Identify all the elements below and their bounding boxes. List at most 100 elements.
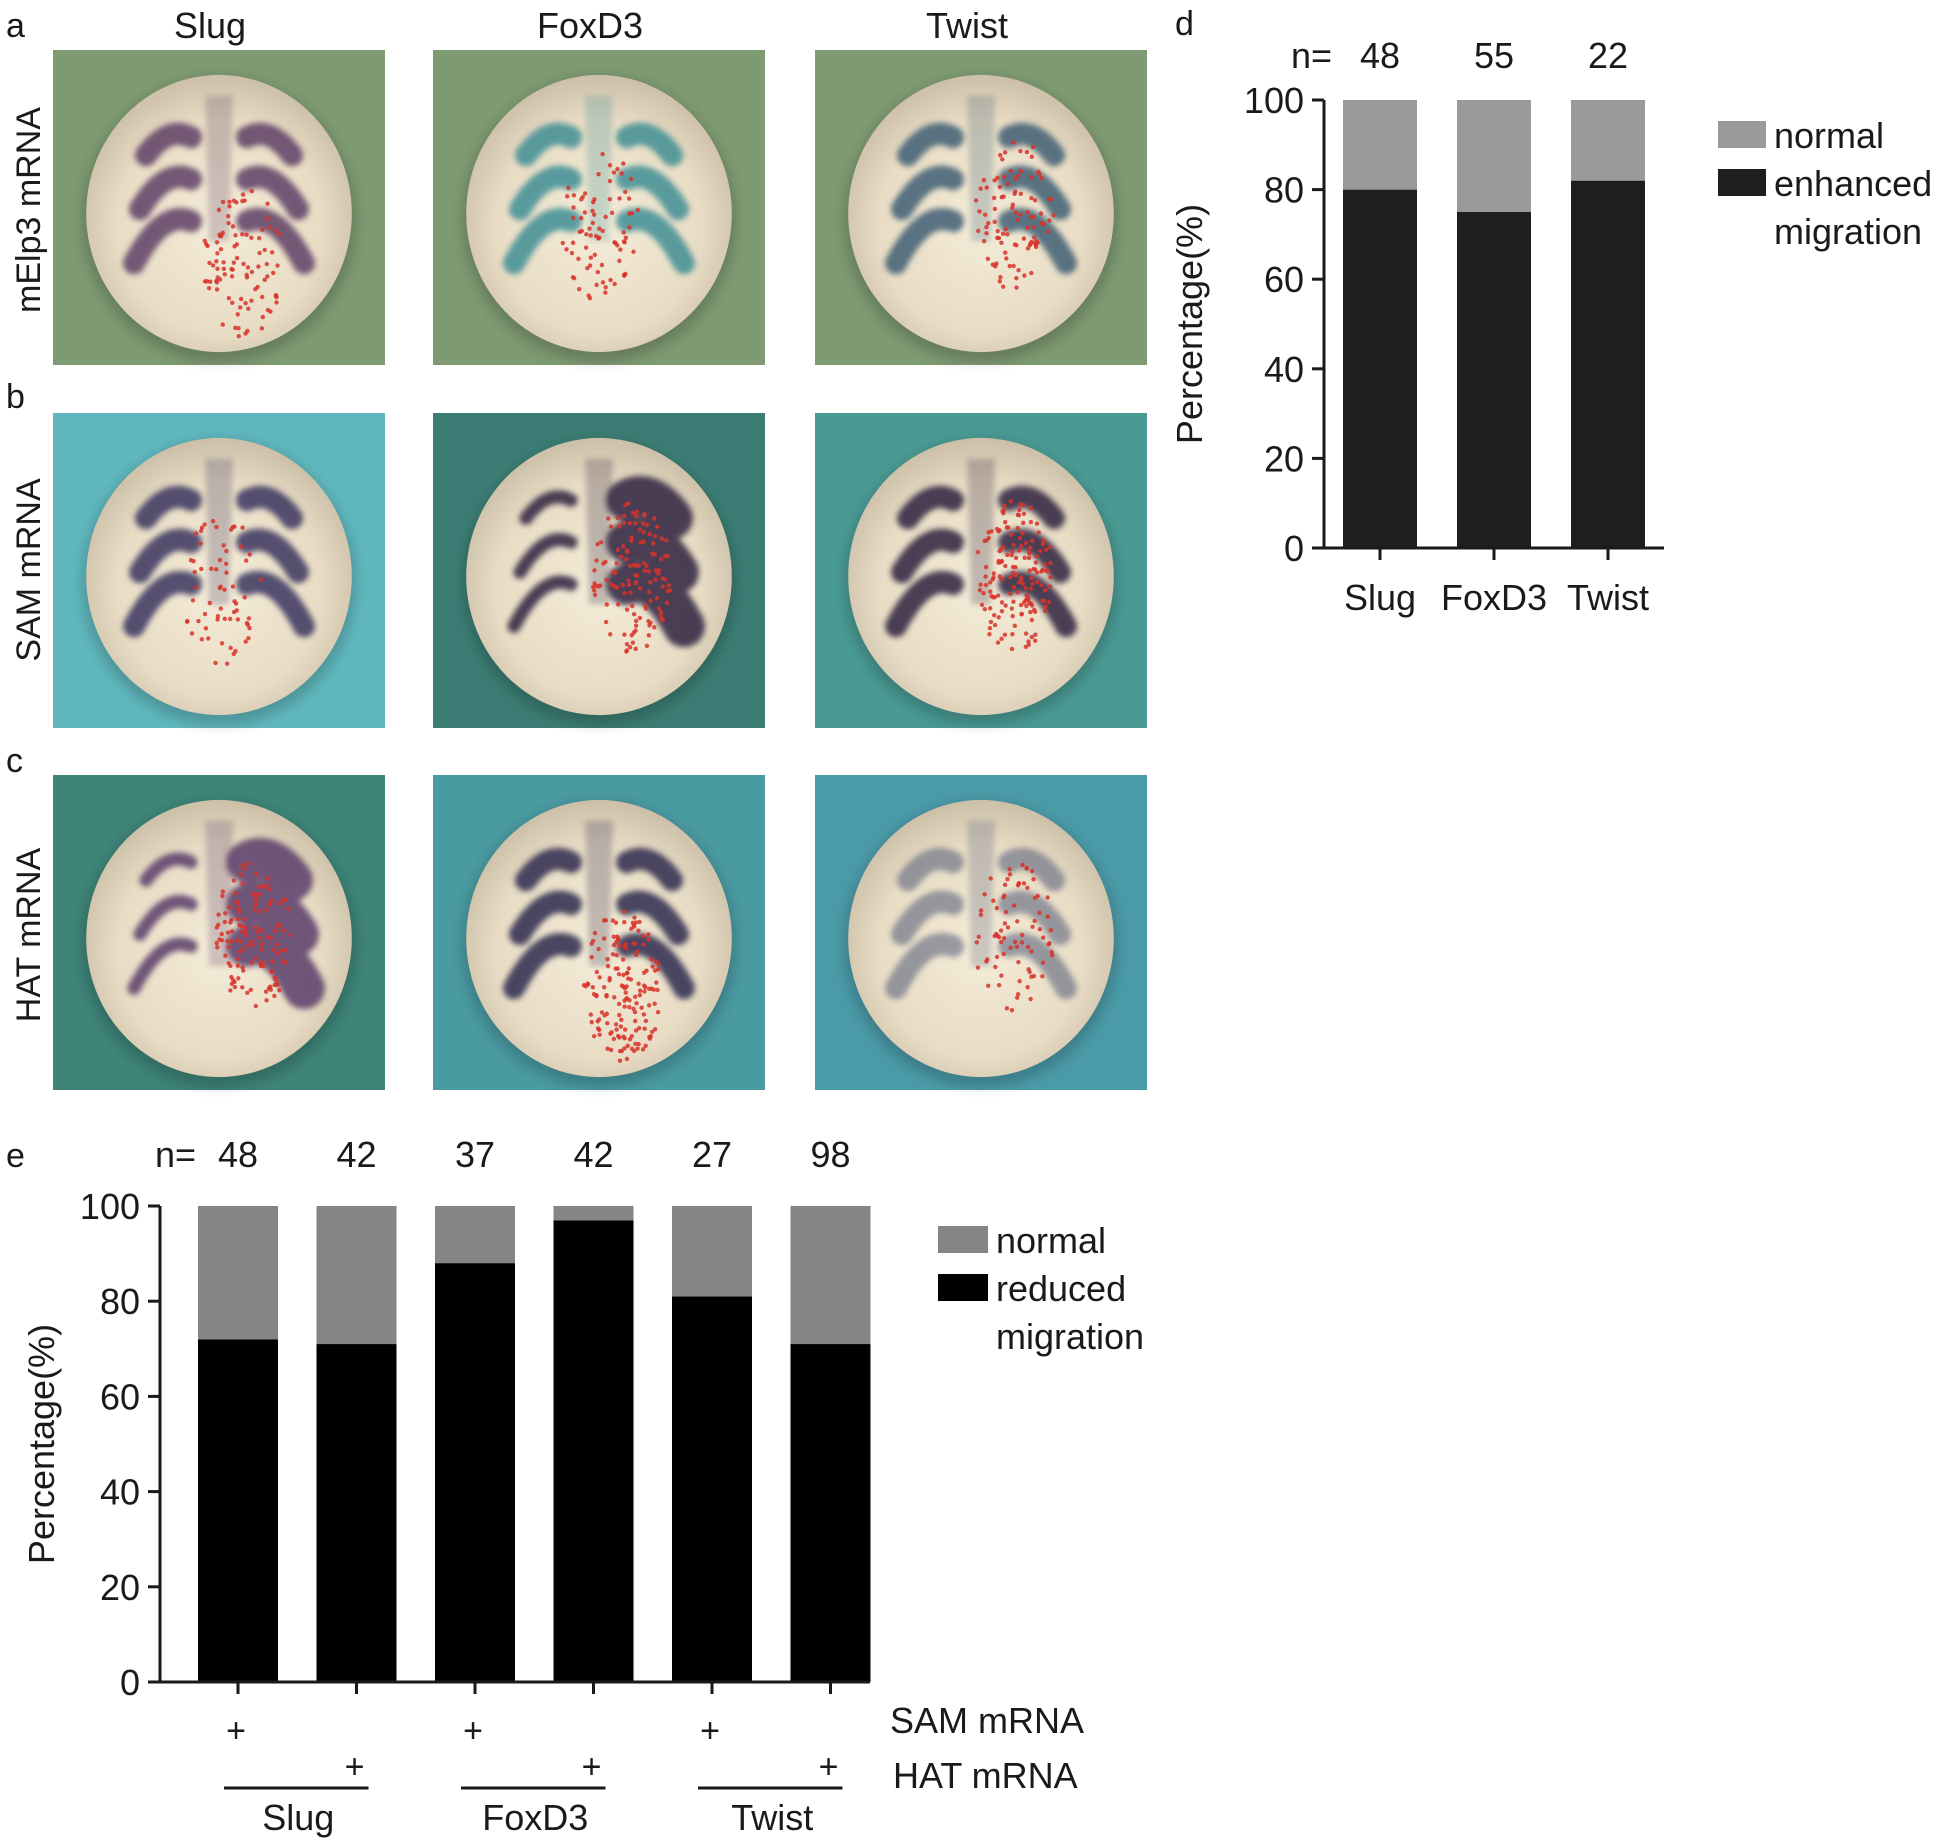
hat-plus-mark: +	[345, 1748, 365, 1786]
neural-tube	[967, 820, 995, 967]
panel-letter-b: b	[6, 378, 25, 416]
x-category-label: Slug	[1344, 577, 1416, 618]
n-value: 37	[455, 1134, 495, 1175]
hat-plus-mark: +	[819, 1748, 839, 1786]
legend-swatch	[938, 1226, 988, 1253]
n-value: 42	[573, 1134, 613, 1175]
row-label-sam-mrna: SAM mRNA	[890, 1700, 1084, 1741]
y-tick-label: 80	[100, 1281, 140, 1322]
y-axis-label: Percentage(%)	[21, 1324, 62, 1564]
bar-segment-enhanced-migration	[1571, 180, 1645, 548]
bar-segment-normal	[435, 1206, 515, 1264]
embryo-photo	[53, 775, 385, 1090]
y-tick-label: 0	[1284, 528, 1304, 569]
x-category-label: FoxD3	[1441, 577, 1547, 618]
legend-label: reduced	[996, 1268, 1126, 1309]
bar-segment-enhanced-migration	[1457, 212, 1531, 548]
bar-segment-reduced-migration	[672, 1296, 752, 1682]
bar-segment-normal	[1343, 100, 1417, 190]
neural-tube	[585, 820, 613, 967]
neural-crest-stain	[502, 122, 696, 275]
neural-tube	[585, 458, 613, 605]
bar-segment-reduced-migration	[553, 1220, 634, 1682]
group-label: FoxD3	[482, 1797, 588, 1838]
neural-crest-stain	[884, 847, 1078, 1000]
bar-segment-normal	[790, 1206, 871, 1345]
panel-letter-c: c	[6, 742, 23, 780]
n-value: 27	[692, 1134, 732, 1175]
chart-d-bars	[1343, 100, 1645, 548]
chart-d-labels: 48 55 22 n= 0 20 40 60 80 100 Percentage(%) Slug Fox…	[1169, 35, 1649, 618]
chart-e-legend: normal reduced migration	[938, 1220, 1144, 1357]
bar-segment-reduced-migration	[435, 1263, 515, 1682]
panel-letter-d: d	[1175, 5, 1194, 43]
legend-label: migration	[1774, 211, 1922, 252]
legend-label: migration	[996, 1316, 1144, 1357]
tracer-dots	[581, 909, 661, 1063]
chart-e-labels: 48 42 37 42 27 98 n= 0 20 40 60 80 100 Percentage(%)	[21, 1134, 851, 1703]
n-prefix: n=	[155, 1134, 196, 1175]
sam-plus-mark: +	[700, 1712, 720, 1750]
y-axis-label: Percentage(%)	[1169, 204, 1210, 444]
neural-tube	[205, 458, 233, 605]
row-label-hat-mrna: HAT mRNA	[893, 1755, 1078, 1796]
bar-segment-enhanced-migration	[1343, 189, 1417, 548]
y-tick-label: 0	[120, 1662, 140, 1703]
bar-segment-normal	[1457, 100, 1531, 212]
hat-plus-mark: +	[582, 1748, 602, 1786]
tracer-dots	[214, 861, 293, 1009]
column-header-twist: Twist	[926, 5, 1008, 46]
y-tick-label: 20	[1264, 438, 1304, 479]
legend-swatch	[1718, 169, 1766, 196]
legend-swatch	[938, 1274, 988, 1301]
bar-segment-normal	[1571, 100, 1645, 181]
chart-e-axes	[148, 1204, 870, 1694]
y-tick-label: 100	[1244, 80, 1304, 121]
tracer-dots	[560, 151, 640, 301]
tracer-dots	[184, 518, 263, 666]
n-value: 42	[336, 1134, 376, 1175]
bar-segment-reduced-migration	[316, 1344, 397, 1682]
embryo-photo	[433, 50, 765, 365]
chart-e-bars	[198, 1206, 871, 1682]
chart-e-treatment-table: + + + + + + SAM mRNA HAT mRNA Slug FoxD3 Twist	[224, 1700, 1084, 1838]
n-value: 98	[810, 1134, 850, 1175]
neural-tube	[967, 95, 995, 242]
chart-d-legend: normal enhanced migration	[1718, 115, 1932, 252]
row-label-hat-mrna: HAT mRNA	[10, 847, 48, 1022]
n-value: 48	[1360, 35, 1400, 76]
neural-tube	[205, 95, 233, 242]
tracer-dots	[590, 501, 673, 654]
group-label: Slug	[262, 1797, 334, 1838]
chart-e: 48 42 37 42 27 98n=020406080100Percentage(%) …	[21, 1134, 1144, 1838]
embryo-photo	[433, 775, 765, 1090]
embryo-photo	[815, 413, 1147, 728]
embryo-photo	[53, 50, 385, 365]
neural-crest-stain	[884, 485, 1078, 638]
tracer-dots	[975, 499, 1053, 652]
legend-label: normal	[1774, 115, 1884, 156]
chart-d: 48 55 22 n= 0 20 40 60 80 100 Percentage(%) Slug Fox…	[1169, 35, 1932, 618]
legend-label: normal	[996, 1220, 1106, 1261]
panel-letter-e: e	[6, 1137, 25, 1175]
y-tick-label: 40	[1264, 349, 1304, 390]
neural-crest-stain	[122, 485, 316, 638]
legend-label: enhanced	[1774, 163, 1932, 204]
n-value: 22	[1588, 35, 1628, 76]
tracer-dots	[973, 140, 1056, 290]
y-tick-label: 100	[80, 1186, 140, 1227]
embryo-photo	[815, 775, 1147, 1090]
y-tick-label: 80	[1264, 170, 1304, 211]
legend-swatch	[1718, 121, 1766, 148]
bar-segment-normal	[553, 1206, 634, 1221]
n-prefix: n=	[1291, 35, 1332, 76]
embryo-photo-grid	[53, 50, 1147, 1090]
panel-letter-a: a	[6, 7, 25, 45]
bar-segment-reduced-migration	[790, 1344, 871, 1682]
sam-plus-mark: +	[226, 1712, 246, 1750]
embryo-photo	[53, 413, 385, 728]
column-header-foxd3: FoxD3	[537, 5, 643, 46]
embryo-photo	[815, 50, 1147, 365]
sam-plus-mark: +	[463, 1712, 483, 1750]
